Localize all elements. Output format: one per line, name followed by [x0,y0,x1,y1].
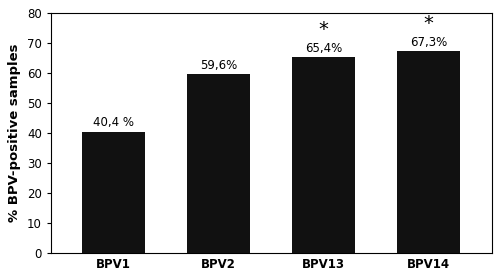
Text: *: * [319,20,328,39]
Text: 40,4 %: 40,4 % [94,116,134,129]
Text: 59,6%: 59,6% [200,59,237,72]
Text: 65,4%: 65,4% [305,42,343,55]
Y-axis label: % BPV-positive samples: % BPV-positive samples [8,44,22,222]
Bar [188,74,250,253]
Bar [397,51,460,253]
Text: *: * [424,15,434,33]
Bar [82,132,146,253]
Text: 67,3%: 67,3% [410,36,448,49]
Bar [292,57,355,253]
